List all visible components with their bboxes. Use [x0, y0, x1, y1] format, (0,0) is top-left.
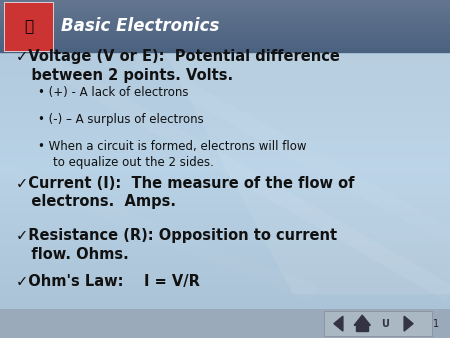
Text: • When a circuit is formed, electrons will flow
    to equalize out the 2 sides.: • When a circuit is formed, electrons wi… [38, 140, 307, 169]
FancyBboxPatch shape [4, 2, 53, 51]
Text: ✓Current (I):  The measure of the flow of
   electrons.  Amps.: ✓Current (I): The measure of the flow of… [16, 176, 354, 209]
Text: Basic Electronics: Basic Electronics [61, 17, 219, 35]
Text: ✓Ohm's Law:    I = V/R: ✓Ohm's Law: I = V/R [16, 274, 200, 289]
Polygon shape [334, 316, 343, 331]
Text: ✓Resistance (R): Opposition to current
   flow. Ohms.: ✓Resistance (R): Opposition to current f… [16, 228, 337, 262]
FancyBboxPatch shape [0, 309, 450, 338]
FancyBboxPatch shape [324, 311, 432, 336]
Text: 1: 1 [433, 319, 440, 329]
Polygon shape [356, 325, 368, 331]
Text: • (-) – A surplus of electrons: • (-) – A surplus of electrons [38, 113, 204, 126]
Text: U: U [381, 319, 389, 329]
Polygon shape [404, 316, 413, 331]
Polygon shape [354, 315, 370, 325]
Text: ✓Voltage (V or E):  Potential difference
   between 2 points. Volts.: ✓Voltage (V or E): Potential difference … [16, 49, 340, 82]
Polygon shape [158, 41, 450, 294]
Text: 🍎: 🍎 [24, 19, 33, 34]
Text: • (+) - A lack of electrons: • (+) - A lack of electrons [38, 86, 189, 99]
